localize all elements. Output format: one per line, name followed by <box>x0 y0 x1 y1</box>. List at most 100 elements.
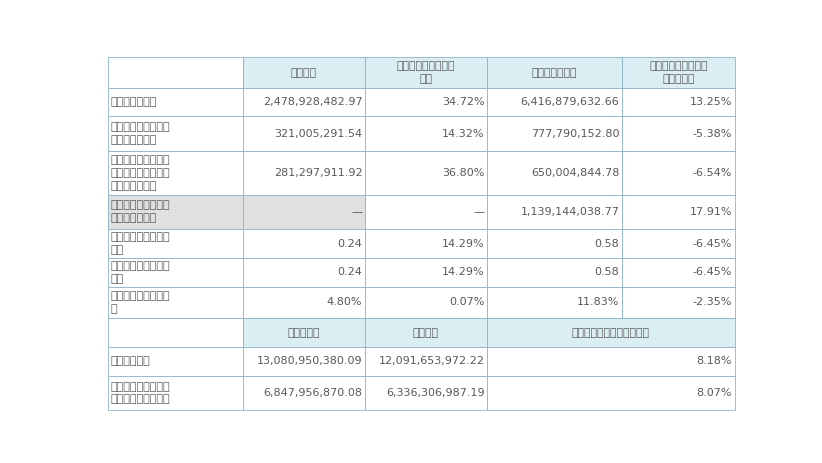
Text: 36.80%: 36.80% <box>442 168 484 178</box>
Text: 归属于上市公司股东
的净利润（元）: 归属于上市公司股东 的净利润（元） <box>110 122 170 145</box>
Bar <box>622 57 735 88</box>
Text: 归属于上市公司股东
的扣除非经常性损益
的净利润（元）: 归属于上市公司股东 的扣除非经常性损益 的净利润（元） <box>110 155 170 191</box>
Text: 13,080,950,380.09: 13,080,950,380.09 <box>256 357 363 366</box>
Text: 17.91%: 17.91% <box>690 207 732 217</box>
Text: 11.83%: 11.83% <box>577 297 619 307</box>
Text: 6,847,956,870.08: 6,847,956,870.08 <box>263 388 363 398</box>
Text: 营业收入（元）: 营业收入（元） <box>110 97 157 107</box>
Text: 8.07%: 8.07% <box>697 388 732 398</box>
Text: 总资产（元）: 总资产（元） <box>110 357 150 366</box>
Bar <box>365 318 487 347</box>
Bar <box>487 88 622 117</box>
Text: 14.29%: 14.29% <box>442 238 484 249</box>
Text: 本报告期末比上年度末增减: 本报告期末比上年度末增减 <box>572 328 650 338</box>
Text: 0.58: 0.58 <box>594 267 619 277</box>
Text: -6.45%: -6.45% <box>693 238 732 249</box>
Bar <box>365 88 487 117</box>
Text: 0.07%: 0.07% <box>449 297 484 307</box>
Text: 14.32%: 14.32% <box>442 129 484 139</box>
Bar <box>108 117 242 151</box>
Bar <box>365 117 487 151</box>
Bar <box>487 229 622 258</box>
Bar <box>365 287 487 318</box>
Bar <box>242 194 365 229</box>
Bar <box>108 194 242 229</box>
Text: 2,478,928,482.97: 2,478,928,482.97 <box>263 97 363 107</box>
Text: 34.72%: 34.72% <box>442 97 484 107</box>
Bar <box>487 318 735 347</box>
Text: 归属于上市公司股东
的所有者权益（元）: 归属于上市公司股东 的所有者权益（元） <box>110 382 170 404</box>
Text: 本报告期: 本报告期 <box>291 68 316 77</box>
Bar <box>365 194 487 229</box>
Bar <box>487 287 622 318</box>
Text: 13.25%: 13.25% <box>690 97 732 107</box>
Bar <box>487 151 622 194</box>
Bar <box>242 229 365 258</box>
Text: 上年度末: 上年度末 <box>413 328 439 338</box>
Text: 4.80%: 4.80% <box>327 297 363 307</box>
Bar <box>365 229 487 258</box>
Bar <box>622 229 735 258</box>
Bar <box>108 151 242 194</box>
Bar <box>242 347 365 375</box>
Bar <box>242 287 365 318</box>
Text: 0.24: 0.24 <box>338 238 363 249</box>
Text: 加权平均净资产收益
率: 加权平均净资产收益 率 <box>110 291 170 314</box>
Bar <box>365 375 487 410</box>
Text: 0.24: 0.24 <box>338 267 363 277</box>
Bar <box>622 117 735 151</box>
Bar <box>622 287 735 318</box>
Text: 0.58: 0.58 <box>594 238 619 249</box>
Bar <box>365 151 487 194</box>
Text: 650,004,844.78: 650,004,844.78 <box>531 168 619 178</box>
Bar <box>622 258 735 287</box>
Bar <box>242 117 365 151</box>
Text: 1,139,144,038.77: 1,139,144,038.77 <box>520 207 619 217</box>
Bar <box>242 88 365 117</box>
Bar <box>242 375 365 410</box>
Bar <box>108 287 242 318</box>
Bar <box>622 151 735 194</box>
Bar <box>108 57 242 88</box>
Text: 6,416,879,632.66: 6,416,879,632.66 <box>520 97 619 107</box>
Bar <box>365 347 487 375</box>
Bar <box>487 258 622 287</box>
Bar <box>487 57 622 88</box>
Text: 本报告期末: 本报告期末 <box>288 328 320 338</box>
Text: 6,336,306,987.19: 6,336,306,987.19 <box>386 388 484 398</box>
Bar <box>622 88 735 117</box>
Bar <box>365 258 487 287</box>
Bar <box>108 318 242 347</box>
Bar <box>242 57 365 88</box>
Text: -2.35%: -2.35% <box>693 297 732 307</box>
Text: —: — <box>351 207 363 217</box>
Text: 经营活动产生的现金
流量净额（元）: 经营活动产生的现金 流量净额（元） <box>110 200 170 223</box>
Bar <box>108 347 242 375</box>
Text: 12,091,653,972.22: 12,091,653,972.22 <box>379 357 484 366</box>
Bar <box>487 375 735 410</box>
Bar <box>487 347 735 375</box>
Text: -6.54%: -6.54% <box>693 168 732 178</box>
Bar <box>365 57 487 88</box>
Bar <box>487 117 622 151</box>
Bar <box>108 229 242 258</box>
Text: 年初至报告期末: 年初至报告期末 <box>532 68 577 77</box>
Bar <box>242 151 365 194</box>
Text: 年初至报告期末比上
年同期增减: 年初至报告期末比上 年同期增减 <box>649 61 708 84</box>
Text: 基本每股收益（元／
股）: 基本每股收益（元／ 股） <box>110 232 170 255</box>
Text: 281,297,911.92: 281,297,911.92 <box>274 168 363 178</box>
Bar <box>242 318 365 347</box>
Text: 8.18%: 8.18% <box>697 357 732 366</box>
Bar <box>622 194 735 229</box>
Text: 14.29%: 14.29% <box>442 267 484 277</box>
Text: 321,005,291.54: 321,005,291.54 <box>275 129 363 139</box>
Text: 本报告期比上年同期
增减: 本报告期比上年同期 增减 <box>397 61 455 84</box>
Text: 777,790,152.80: 777,790,152.80 <box>531 129 619 139</box>
Bar <box>108 258 242 287</box>
Text: —: — <box>473 207 484 217</box>
Text: 稀释每股收益（元／
股）: 稀释每股收益（元／ 股） <box>110 261 170 284</box>
Bar <box>108 375 242 410</box>
Bar <box>108 88 242 117</box>
Text: -5.38%: -5.38% <box>693 129 732 139</box>
Bar <box>487 194 622 229</box>
